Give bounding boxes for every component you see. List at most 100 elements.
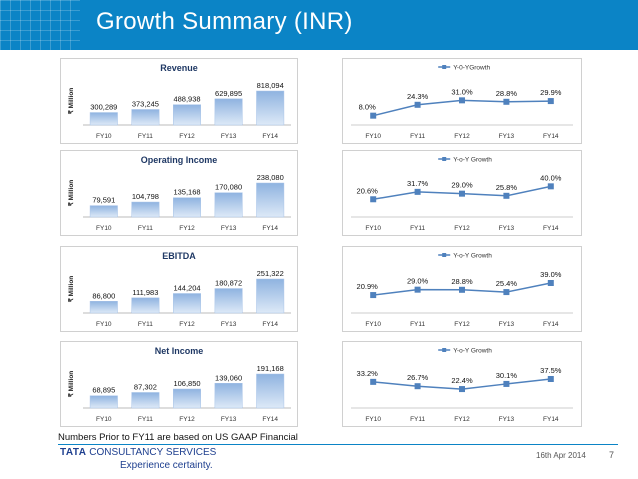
tick-label: FY13 — [499, 225, 515, 232]
bar-fy11 — [131, 297, 160, 314]
data-label: 68,895 — [92, 386, 115, 395]
point-fy12 — [459, 386, 465, 393]
bar-fy10 — [89, 205, 118, 218]
tick-label: FY12 — [454, 133, 470, 140]
data-label: 20.6% — [357, 186, 379, 195]
tick-label: FY11 — [410, 416, 425, 423]
legend-label: Y-o-Y Growth — [453, 253, 492, 260]
tick-label: FY14 — [262, 321, 278, 328]
tick-label: FY11 — [138, 321, 153, 328]
point-fy14 — [547, 280, 554, 286]
point-fy11 — [414, 286, 421, 293]
chart-svg: Y-o-Y Growth 20.6% FY10 31.7% FY11 29.0% FY12 2… — [351, 157, 573, 232]
data-label: 87,302 — [134, 382, 157, 391]
net-income-chart: Net Income ₹ Million 68,895 FY10 87,302 FY11 1… — [60, 341, 298, 427]
ebitda-growth-chart: Y-o-Y Growth 20.9% FY10 29.0% FY11 28.8% FY12 2… — [342, 246, 582, 332]
bar-fy12 — [173, 293, 201, 314]
data-label: 33.2% — [357, 369, 379, 378]
bar-fy13 — [214, 192, 243, 218]
data-label: 104,798 — [132, 192, 159, 201]
data-label: 31.7% — [407, 179, 429, 188]
y-axis-label: ₹ Million — [67, 88, 75, 115]
tick-label: FY14 — [262, 133, 278, 140]
bar-fy13 — [214, 98, 243, 126]
legend-label: Y-o-Y Growth — [453, 348, 492, 355]
tagline: Experience certainty. — [120, 460, 213, 471]
data-label: 8.0% — [359, 103, 376, 112]
tick-label: FY12 — [454, 416, 470, 423]
point-fy12 — [459, 286, 465, 293]
bar-fy13 — [214, 383, 243, 409]
chart-title: EBITDA — [162, 251, 196, 261]
tick-label: FY10 — [365, 321, 381, 328]
tick-label: FY10 — [96, 321, 112, 328]
tick-label: FY10 — [96, 133, 112, 140]
point-fy11 — [414, 101, 421, 108]
tick-label: FY14 — [262, 416, 278, 423]
data-label: 30.1% — [496, 371, 518, 380]
tick-label: FY13 — [221, 133, 237, 140]
bar-fy11 — [131, 109, 160, 126]
chart-svg: Y-o-Y Growth 33.2% FY10 26.7% FY11 22.4% FY12 3… — [351, 348, 573, 423]
bar-fy11 — [131, 392, 160, 409]
point-fy13 — [503, 380, 510, 387]
brand-rest: CONSULTANCY SERVICES — [86, 447, 217, 458]
data-label: 25.8% — [496, 183, 518, 192]
tick-label: FY12 — [179, 225, 195, 232]
data-label: 28.8% — [496, 89, 518, 98]
data-label: 111,983 — [132, 288, 158, 297]
tick-label: FY13 — [499, 416, 515, 423]
y-axis-label: ₹ Million — [67, 276, 75, 303]
bar-fy14 — [256, 90, 285, 126]
data-label: 26.7% — [407, 373, 429, 382]
tick-label: FY11 — [410, 225, 425, 232]
legend-marker — [442, 253, 447, 257]
tick-label: FY13 — [499, 133, 515, 140]
legend-label: Y-o-Y Growth — [453, 157, 492, 164]
data-label: 373,245 — [132, 99, 159, 108]
data-label: 22.4% — [451, 376, 473, 385]
data-label: 29.9% — [540, 88, 562, 97]
data-label: 818,094 — [257, 81, 284, 90]
revenue-chart: Revenue ₹ Million 300,289 FY10 373,245 FY11 48… — [60, 58, 298, 144]
tick-label: FY14 — [262, 225, 278, 232]
tick-label: FY11 — [138, 225, 153, 232]
point-fy11 — [414, 383, 421, 390]
tick-label: FY10 — [96, 416, 112, 423]
bar-fy12 — [173, 197, 201, 218]
bar-fy10 — [89, 395, 118, 409]
tick-label: FY12 — [179, 416, 195, 423]
chart-svg: Y-o-Y Growth 20.9% FY10 29.0% FY11 28.8% FY12 2… — [351, 253, 573, 328]
data-label: 31.0% — [451, 87, 473, 96]
legend-marker — [442, 157, 447, 161]
point-fy14 — [547, 376, 554, 382]
data-label: 40.0% — [540, 173, 562, 182]
tick-label: FY11 — [138, 133, 153, 140]
header-grid-pattern — [0, 0, 80, 50]
tick-label: FY12 — [454, 225, 470, 232]
data-label: 135,168 — [173, 188, 200, 197]
tick-label: FY14 — [543, 416, 559, 423]
data-label: 29.0% — [407, 277, 429, 286]
ebitda-chart: EBITDA ₹ Million 86,800 FY10 111,983 FY11 144,… — [60, 246, 298, 332]
footer-divider — [58, 444, 618, 445]
bar-fy11 — [131, 201, 160, 218]
legend-label: Y-0-YGrowth — [453, 65, 490, 72]
tick-label: FY14 — [543, 225, 559, 232]
data-label: 39.0% — [540, 270, 562, 279]
footnote: Numbers Prior to FY11 are based on US GA… — [58, 432, 298, 443]
operating-income-growth-chart: Y-o-Y Growth 20.6% FY10 31.7% FY11 29.0% FY12 2… — [342, 150, 582, 236]
point-fy10 — [370, 378, 377, 385]
data-label: 20.9% — [357, 282, 379, 291]
chart-svg: Operating Income ₹ Million 79,591 FY10 104,7… — [67, 155, 291, 232]
data-label: 629,895 — [215, 89, 242, 98]
y-axis-label: ₹ Million — [67, 371, 75, 398]
data-label: 79,591 — [92, 196, 115, 205]
point-fy10 — [370, 112, 377, 119]
point-fy14 — [547, 183, 554, 190]
point-fy14 — [547, 98, 554, 105]
tick-label: FY10 — [365, 225, 381, 232]
chart-title: Operating Income — [141, 155, 218, 165]
bar-fy14 — [256, 278, 285, 314]
data-label: 144,204 — [173, 283, 200, 292]
